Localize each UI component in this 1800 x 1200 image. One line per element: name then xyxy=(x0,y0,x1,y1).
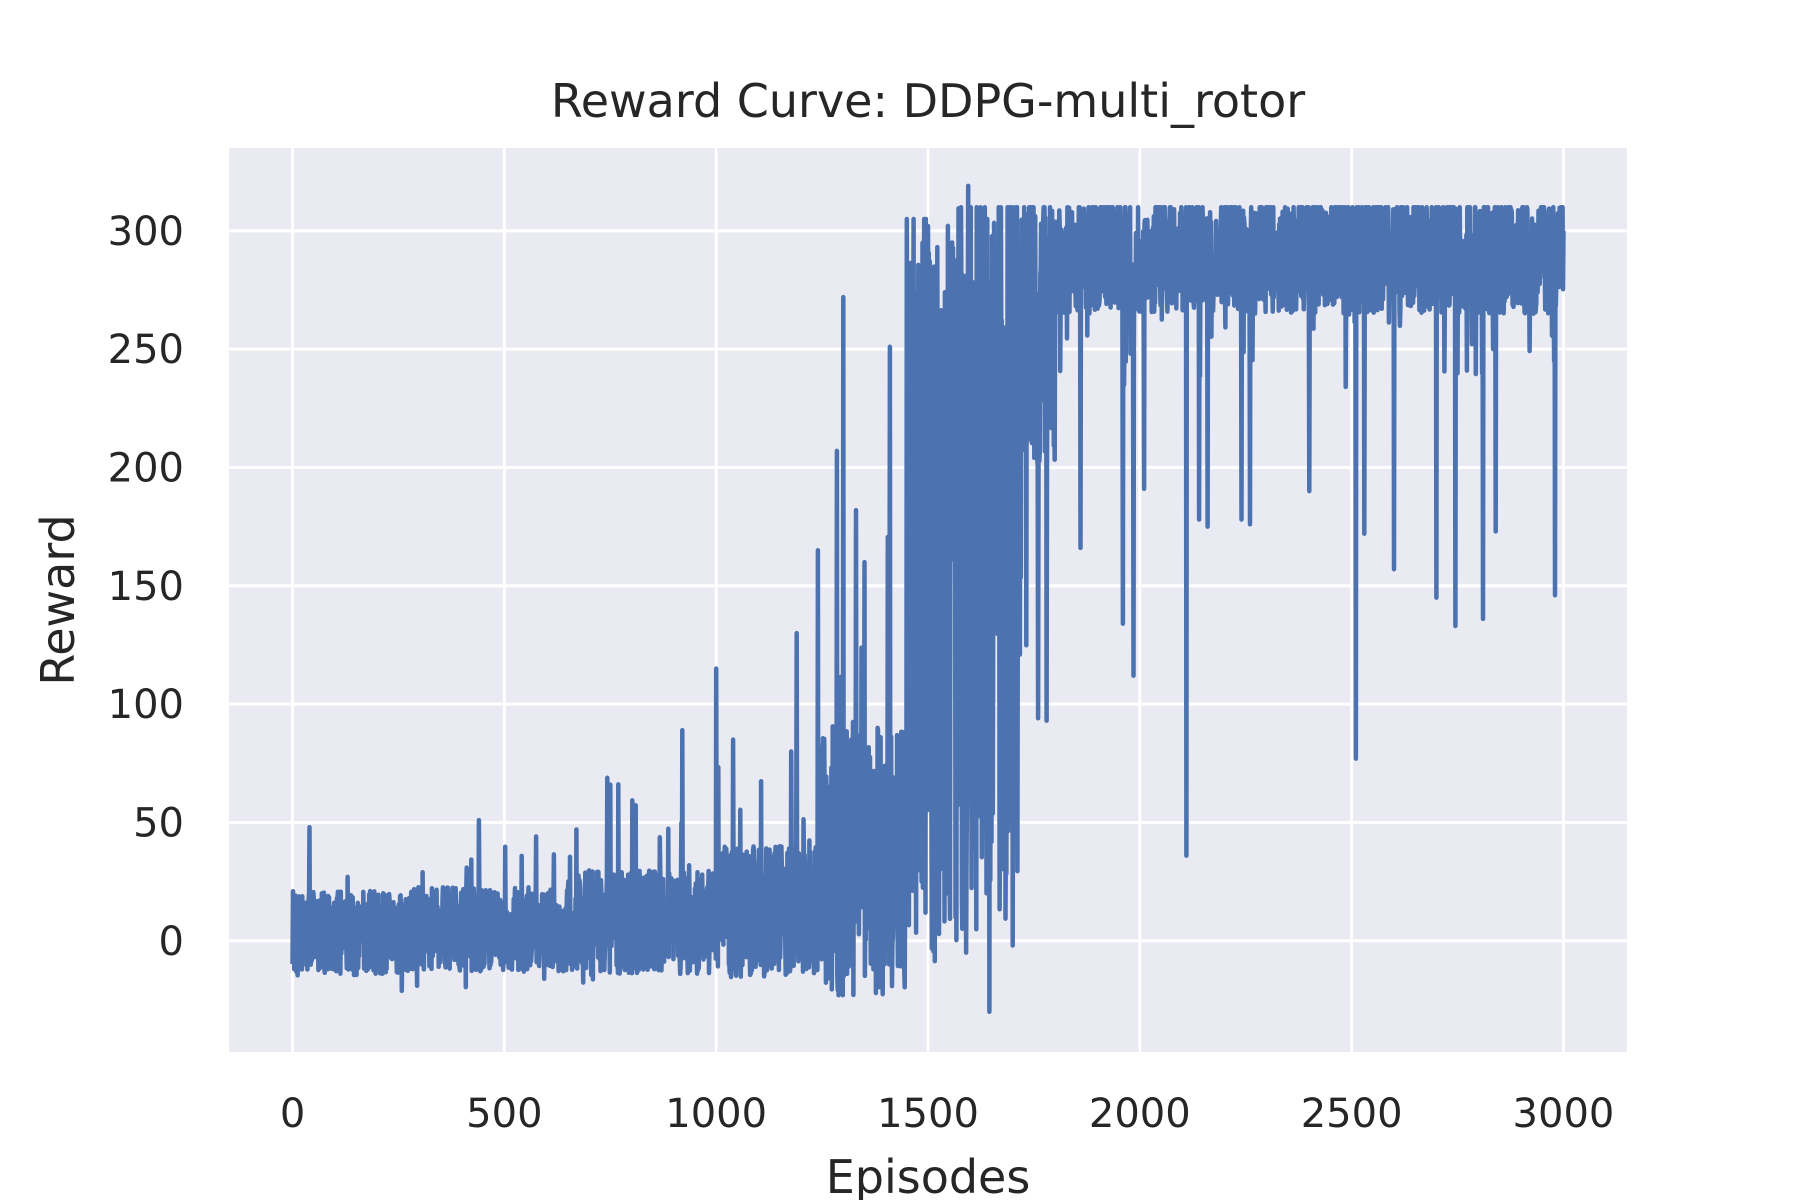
y-tick-label: 300 xyxy=(108,209,184,255)
x-axis-title: Episodes xyxy=(826,1150,1031,1200)
x-tick-label: 500 xyxy=(466,1091,542,1137)
x-tick-label: 1000 xyxy=(665,1091,767,1137)
x-tick-label: 2500 xyxy=(1301,1091,1403,1137)
y-tick-label: 150 xyxy=(108,564,184,610)
y-tick-label: 100 xyxy=(108,682,184,728)
x-tick-label: 1500 xyxy=(877,1091,979,1137)
x-tick-label: 0 xyxy=(280,1091,305,1137)
x-tick-label: 2000 xyxy=(1089,1091,1191,1137)
y-tick-label: 250 xyxy=(108,327,184,373)
chart-title: Reward Curve: DDPG-multi_rotor xyxy=(551,74,1305,128)
y-tick-label: 50 xyxy=(133,800,184,846)
y-tick-label: 200 xyxy=(108,445,184,491)
series-layer xyxy=(290,183,1566,1015)
tick-labels: 0 500 1000 1500 2000 2500 3000 0 50 100 150 200 250 3… xyxy=(108,209,1615,1137)
reward-series-line xyxy=(290,183,1566,1015)
y-tick-label: 0 xyxy=(159,919,184,965)
y-axis-title: Reward xyxy=(31,514,85,685)
x-tick-label: 3000 xyxy=(1513,1091,1615,1137)
